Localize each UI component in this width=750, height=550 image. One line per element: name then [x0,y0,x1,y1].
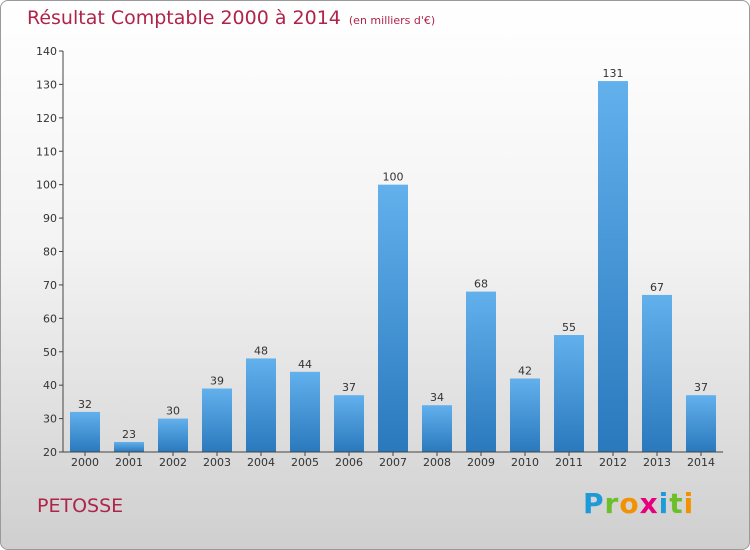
bar [466,291,496,452]
x-tick-label: 2001 [115,456,143,469]
logo-letter: x [639,487,659,520]
commune-name: PETOSSE [37,495,124,517]
y-tick-label: 70 [43,279,57,292]
proxiti-logo: Proxiti [583,487,694,520]
bar [334,395,364,452]
bar-value-label: 30 [166,405,180,418]
logo-letter: P [583,487,605,520]
bar-value-label: 37 [694,381,708,394]
x-axis: 2000 2001 2002 2003 2004 2005 2006 2007 2008 2009… [63,451,723,469]
x-tick-label: 2010 [511,456,539,469]
bar-value-label: 34 [430,391,444,404]
logo-letter: o [619,487,640,520]
bar [378,184,408,452]
x-tick-label: 2004 [247,456,275,469]
x-tick-label: 2011 [555,456,583,469]
bar-value-label: 100 [383,171,404,184]
bars: 32 23 30 39 48 44 37 100 34 68 42 55 131 67 37 [70,67,716,452]
chart-title-block: Résultat Comptable 2000 à 2014 (en millie… [27,7,435,29]
bar [510,378,540,452]
bar [70,411,100,452]
bar-value-label: 39 [210,375,224,388]
y-tick-label: 120 [36,112,57,125]
logo-letter: r [604,487,620,520]
y-tick-label: 110 [36,145,57,158]
bar [202,388,232,452]
bar [422,405,452,452]
bar-value-label: 32 [78,398,92,411]
bar-value-label: 44 [298,358,312,371]
bar [642,294,672,452]
y-tick-label: 130 [36,78,57,91]
chart-subtitle: (en milliers d'€) [348,14,436,27]
bar [598,81,628,452]
x-tick-label: 2003 [203,456,231,469]
y-tick-label: 60 [43,312,57,325]
y-tick-label: 90 [43,212,57,225]
logo-letter: i [658,487,670,520]
y-axis: 20 30 40 50 60 70 80 90 100 110 120 130 140 [36,45,64,459]
logo-letter: t [669,487,684,520]
y-tick-label: 20 [43,446,57,459]
bar-value-label: 37 [342,381,356,394]
bar [290,371,320,452]
x-tick-label: 2000 [71,456,99,469]
x-tick-label: 2005 [291,456,319,469]
y-tick-label: 50 [43,346,57,359]
bar [554,335,584,452]
bar-value-label: 42 [518,364,532,377]
x-tick-label: 2008 [423,456,451,469]
bar-value-label: 131 [603,67,624,80]
y-tick-label: 80 [43,246,57,259]
x-tick-label: 2014 [687,456,715,469]
chart-title: Résultat Comptable 2000 à 2014 [27,7,341,29]
x-tick-label: 2009 [467,456,495,469]
y-tick-label: 140 [36,45,57,58]
x-tick-label: 2013 [643,456,671,469]
logo-letter: i [683,487,695,520]
x-tick-label: 2006 [335,456,363,469]
x-tick-label: 2007 [379,456,407,469]
bar [114,441,144,452]
bar [246,358,276,452]
y-tick-label: 40 [43,379,57,392]
bar-value-label: 48 [254,344,268,357]
bar [158,418,188,452]
x-tick-label: 2012 [599,456,627,469]
bar-value-label: 55 [562,321,576,334]
bar-value-label: 68 [474,278,488,291]
y-tick-label: 30 [43,413,57,426]
bar-value-label: 67 [650,281,664,294]
x-tick-label: 2002 [159,456,187,469]
bar [686,395,716,452]
bar-value-label: 23 [122,428,136,441]
y-tick-label: 100 [36,179,57,192]
